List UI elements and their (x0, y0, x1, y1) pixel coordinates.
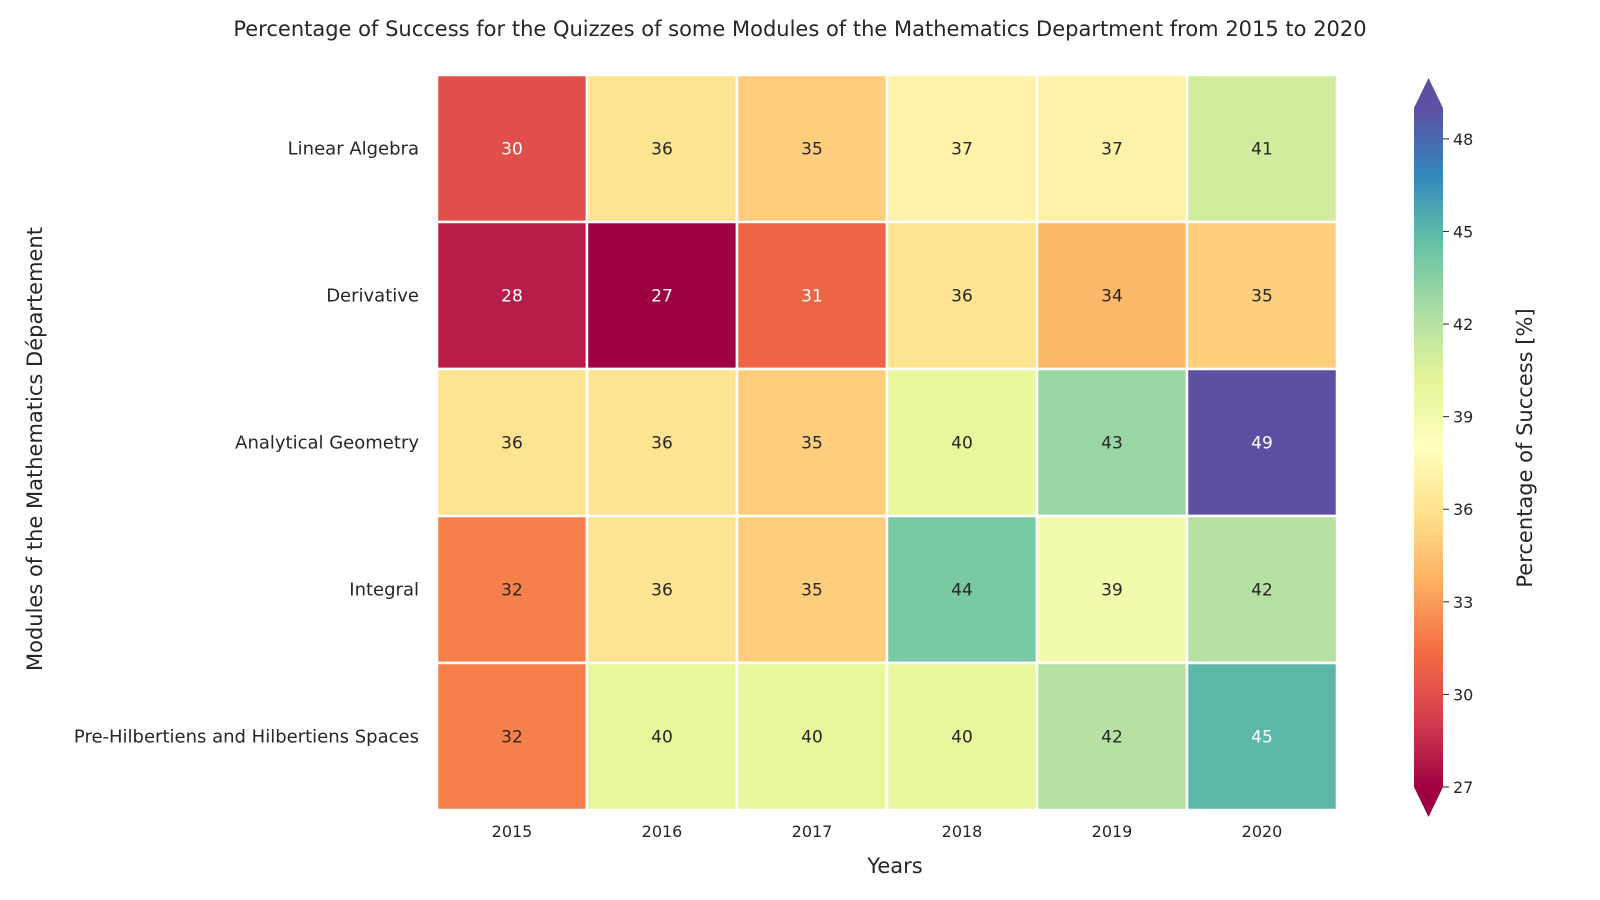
cell-value-label: 28 (501, 287, 523, 307)
y-tick-labels: Linear Algebra Derivative Analytical Geome… (74, 139, 419, 748)
cell-value-label: 36 (951, 287, 973, 307)
cell-value-label: 39 (1101, 581, 1123, 601)
cell-value-label: 43 (1101, 434, 1123, 454)
heatmap-cell-derivative-2016 (585, 220, 739, 371)
cell-value-label: 40 (801, 728, 823, 748)
heatmap-cell-pre-hilbertiens-and-hilbertiens-spaces-2015 (435, 661, 589, 812)
colorbar-tick-label: 42 (1453, 315, 1473, 334)
cell-value-label: 40 (951, 728, 973, 748)
cell-value-label: 36 (651, 140, 673, 160)
heatmap-cell-analytical-geometry-2016 (585, 367, 739, 518)
cell-value-label: 45 (1251, 728, 1273, 748)
cell-value-label: 37 (951, 140, 973, 160)
x-tick-label: 2015 (492, 822, 533, 841)
colorbar: 27 30 33 36 39 42 45 48 (1414, 78, 1473, 817)
colorbar-tick-label: 45 (1453, 222, 1473, 241)
cell-value-label: 40 (651, 728, 673, 748)
heatmap-cell-linear-algebra-2016 (585, 73, 739, 224)
x-tick-labels: 2015 2016 2017 2018 2019 2020 (492, 822, 1283, 841)
cell-value-label: 35 (801, 581, 823, 601)
heatmap-cell-integral-2020 (1185, 514, 1339, 665)
heatmap-cell-derivative-2018 (885, 220, 1039, 371)
cell-value-label: 36 (651, 434, 673, 454)
x-tick-label: 2020 (1242, 822, 1283, 841)
x-tick-label: 2016 (642, 822, 683, 841)
heatmap-cell-pre-hilbertiens-and-hilbertiens-spaces-2020 (1185, 661, 1339, 812)
cell-value-label: 34 (1101, 287, 1123, 307)
chart-title: Percentage of Success for the Quizzes of… (233, 17, 1366, 41)
heatmap-cell-integral-2016 (585, 514, 739, 665)
heatmap-cells (435, 73, 1339, 812)
heatmap-cell-integral-2019 (1035, 514, 1189, 665)
cell-value-label: 30 (501, 140, 523, 160)
colorbar-tick-label: 30 (1453, 685, 1473, 704)
cell-value-label: 37 (1101, 140, 1123, 160)
cell-value-label: 31 (801, 287, 823, 307)
colorbar-gradient-bar (1414, 108, 1443, 787)
heatmap-cell-linear-algebra-2017 (735, 73, 889, 224)
cell-value-label: 35 (801, 434, 823, 454)
cell-value-label: 49 (1251, 434, 1273, 454)
cell-value-label: 32 (501, 728, 523, 748)
heatmap-cell-analytical-geometry-2019 (1035, 367, 1189, 518)
y-tick-label: Linear Algebra (288, 139, 419, 160)
heatmap-cell-linear-algebra-2015 (435, 73, 589, 224)
cell-value-label: 32 (501, 581, 523, 601)
y-tick-label: Derivative (326, 286, 419, 307)
heatmap-cell-derivative-2020 (1185, 220, 1339, 371)
colorbar-tick-label: 36 (1453, 500, 1473, 519)
cell-value-label: 27 (651, 287, 673, 307)
y-axis-label: Modules of the Mathematics Département (23, 227, 47, 671)
cell-value-label: 35 (801, 140, 823, 160)
heatmap-cell-integral-2015 (435, 514, 589, 665)
heatmap-cell-analytical-geometry-2020 (1185, 367, 1339, 518)
cell-value-label: 35 (1251, 287, 1273, 307)
heatmap-cell-analytical-geometry-2018 (885, 367, 1039, 518)
colorbar-label: Percentage of Success [%] (1513, 308, 1537, 587)
heatmap-cell-integral-2018 (885, 514, 1039, 665)
heatmap-cell-linear-algebra-2020 (1185, 73, 1339, 224)
heatmap-cell-integral-2017 (735, 514, 889, 665)
colorbar-tick-label: 33 (1453, 593, 1473, 612)
x-tick-label: 2017 (792, 822, 833, 841)
colorbar-tick-label: 39 (1453, 408, 1473, 427)
colorbar-extend-min (1414, 787, 1443, 817)
y-tick-label: Pre-Hilbertiens and Hilbertiens Spaces (74, 727, 419, 748)
colorbar-tick-label: 48 (1453, 130, 1473, 149)
cell-value-label: 42 (1251, 581, 1273, 601)
x-tick-label: 2019 (1092, 822, 1133, 841)
colorbar-tick-label: 27 (1453, 778, 1473, 797)
colorbar-extend-max (1414, 78, 1443, 108)
y-tick-label: Analytical Geometry (235, 433, 419, 454)
cell-value-label: 36 (651, 581, 673, 601)
heatmap-cell-labels: 30 36 35 37 37 41 28 27 31 36 34 35 36 36 35 40 43 49 32 36… (501, 140, 1273, 748)
x-axis-label: Years (866, 854, 922, 878)
cell-value-label: 42 (1101, 728, 1123, 748)
heatmap-cell-pre-hilbertiens-and-hilbertiens-spaces-2018 (885, 661, 1039, 812)
y-tick-label: Integral (349, 580, 419, 601)
heatmap-cell-pre-hilbertiens-and-hilbertiens-spaces-2017 (735, 661, 889, 812)
heatmap-cell-pre-hilbertiens-and-hilbertiens-spaces-2019 (1035, 661, 1189, 812)
cell-value-label: 36 (501, 434, 523, 454)
cell-value-label: 44 (951, 581, 973, 601)
cell-value-label: 41 (1251, 140, 1273, 160)
x-tick-label: 2018 (942, 822, 983, 841)
cell-value-label: 40 (951, 434, 973, 454)
